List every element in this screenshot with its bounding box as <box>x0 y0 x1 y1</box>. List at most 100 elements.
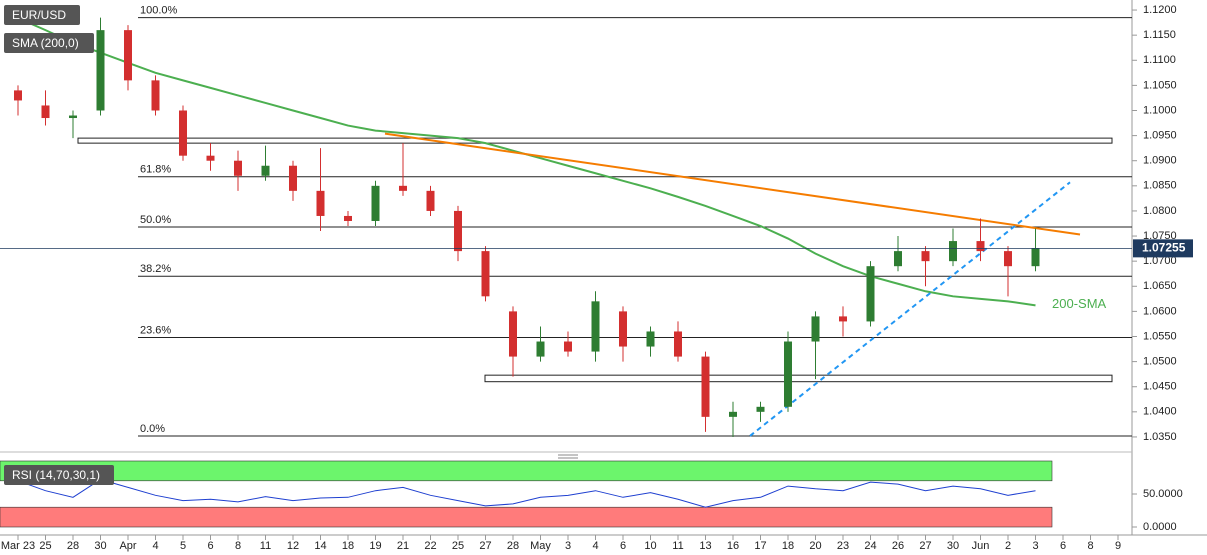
x-tick-label: 18 <box>782 540 794 552</box>
candle-body <box>41 105 50 119</box>
x-tick-label: 11 <box>260 540 271 552</box>
x-tick-label: 23 <box>837 540 849 552</box>
x-tick-label: Mar 23 <box>1 540 35 552</box>
candle-body <box>811 316 820 342</box>
x-tick-label: 13 <box>699 540 711 552</box>
candle-body <box>371 185 380 221</box>
x-tick-label: 6 <box>207 540 213 552</box>
x-tick-label: 2 <box>1005 540 1011 552</box>
candle-body <box>784 341 792 407</box>
candle-body <box>481 251 490 297</box>
y-tick-label: 1.0550 <box>1143 330 1177 342</box>
x-tick-label: 27 <box>919 540 931 552</box>
fib-label: 61.8% <box>140 164 171 176</box>
candle-body <box>839 316 847 322</box>
candle-body <box>179 110 187 156</box>
candle-body <box>564 341 572 352</box>
x-tick-label: 22 <box>424 540 436 552</box>
x-tick-label: 8 <box>1087 540 1093 552</box>
x-tick-label: 26 <box>892 540 904 552</box>
candle-body <box>426 190 435 211</box>
x-tick-label: 5 <box>180 540 186 552</box>
x-tick-label: 28 <box>507 540 519 552</box>
candle-body <box>949 241 957 262</box>
overlay: EUR/USD SMA (200,0) RSI (14,70,30,1) 200… <box>0 5 1193 485</box>
x-tick-label: May <box>530 540 551 552</box>
candle-body <box>701 356 710 417</box>
fib-label: 23.6% <box>140 324 171 336</box>
y-tick-label: 1.1050 <box>1143 79 1177 91</box>
x-tick-label: 12 <box>287 540 299 552</box>
y-tick-label: 1.0350 <box>1143 431 1177 443</box>
fills: 100.0% 61.8% 50.0% 38.2% 23.6% 0.0% <box>0 4 1132 528</box>
x-tick-label: 21 <box>397 540 409 552</box>
candle-body <box>14 90 22 101</box>
rsi-tick-label: 50.0000 <box>1143 488 1183 500</box>
x-tick-label: 27 <box>479 540 491 552</box>
x-tick-label: Jun <box>972 540 990 552</box>
x-tick-label: 4 <box>592 540 598 552</box>
y-tick-label: 1.0650 <box>1143 280 1177 292</box>
x-tick-label: 6 <box>620 540 626 552</box>
x-tick-label: 11 <box>672 540 683 552</box>
candle-body <box>619 311 627 347</box>
candle-body <box>316 190 325 216</box>
x-tick-label: 20 <box>809 540 821 552</box>
y-tick-label: 1.0950 <box>1143 130 1177 142</box>
x-tick-label: 25 <box>452 540 464 552</box>
candle-body <box>921 251 930 262</box>
x-tick-label: 30 <box>947 540 959 552</box>
candle-body <box>509 311 517 357</box>
chart-title: EUR/USD <box>12 8 66 22</box>
y-tick-label: 1.0750 <box>1143 230 1177 242</box>
y-tick-label: 1.0500 <box>1143 356 1177 368</box>
candle-body <box>536 341 545 357</box>
x-tick-label: 19 <box>369 540 381 552</box>
x-tick-label: 3 <box>565 540 571 552</box>
candle-body <box>344 215 352 221</box>
trendline <box>384 132 1081 236</box>
fib-label: 100.0% <box>140 4 178 16</box>
rsi-line <box>17 478 1036 508</box>
candle-body <box>1031 248 1040 267</box>
x-tick-label: 3 <box>1032 540 1038 552</box>
candle-body <box>454 210 462 252</box>
candle-body <box>69 115 77 119</box>
rsi-pill[interactable] <box>4 465 114 485</box>
y-tick-label: 1.0400 <box>1143 406 1177 418</box>
candle-body <box>96 30 105 111</box>
x-tick-label: 28 <box>67 540 79 552</box>
x-tick-label: 10 <box>644 540 656 552</box>
fib-label: 50.0% <box>140 214 171 226</box>
rsi-name: RSI (14,70,30,1) <box>12 468 100 482</box>
sma-annotation: 200-SMA <box>1052 296 1107 311</box>
candle-body <box>1004 251 1012 267</box>
y-tick-label: 1.0600 <box>1143 305 1177 317</box>
x-tick-label: Apr <box>119 540 136 552</box>
candle-body <box>976 241 985 252</box>
last-price-tag <box>1133 239 1193 258</box>
x-tick-label: 30 <box>94 540 106 552</box>
x-tick-label: 6 <box>1060 540 1066 552</box>
zone <box>484 374 1113 383</box>
y-tick-label: 1.1100 <box>1143 54 1176 66</box>
zone <box>77 137 1113 144</box>
symbol-pill[interactable] <box>4 5 80 25</box>
x-tick-label: 16 <box>727 540 739 552</box>
y-tick-label: 1.1150 <box>1143 29 1176 41</box>
candle-body <box>646 331 655 347</box>
candle-body <box>399 185 407 191</box>
indicator-pill[interactable] <box>4 33 94 53</box>
candle-body <box>124 30 132 81</box>
plot: 1.1200 1.1150 1.1100 1.1050 1.1000 1.0950 1.09… <box>1 4 1183 552</box>
x-tick-label: 18 <box>342 540 354 552</box>
rsi-upper-band <box>0 460 1053 482</box>
x-tick-label: 4 <box>152 540 158 552</box>
candle-body <box>289 165 297 191</box>
y-tick-label: 1.1200 <box>1143 4 1177 16</box>
x-tick-label: 17 <box>754 540 766 552</box>
candle-body <box>151 80 160 111</box>
y-tick-label: 1.0850 <box>1143 180 1177 192</box>
